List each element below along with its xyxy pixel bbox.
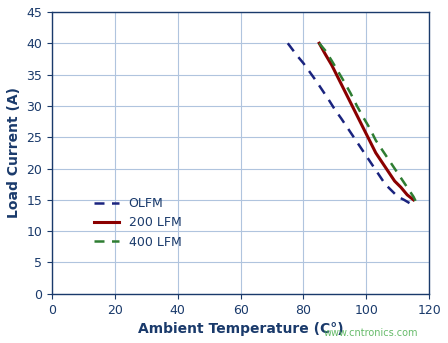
- 400 LFM: [414, 201, 419, 205]
- 400 LFM: [348, 91, 353, 95]
- OLFM: [411, 204, 416, 208]
- 400 LFM: [336, 69, 341, 73]
- 200 LFM: [348, 101, 353, 105]
- 400 LFM: [367, 126, 372, 130]
- 400 LFM: [323, 49, 328, 53]
- OLFM: [408, 202, 413, 206]
- 200 LFM: [411, 198, 416, 202]
- OLFM: [370, 163, 375, 167]
- 400 LFM: [386, 157, 391, 161]
- X-axis label: Ambient Temperature (C°): Ambient Temperature (C°): [138, 322, 344, 336]
- OLFM: [389, 188, 394, 192]
- 400 LFM: [379, 148, 385, 152]
- 400 LFM: [373, 138, 379, 142]
- 400 LFM: [354, 104, 360, 108]
- Line: 200 LFM: 200 LFM: [319, 43, 414, 200]
- OLFM: [351, 135, 357, 139]
- OLFM: [320, 88, 325, 92]
- 400 LFM: [392, 166, 397, 170]
- OLFM: [301, 61, 306, 66]
- 200 LFM: [329, 63, 335, 67]
- OLFM: [395, 194, 401, 199]
- 200 LFM: [379, 160, 385, 164]
- Text: www.cntronics.com: www.cntronics.com: [323, 328, 418, 338]
- 400 LFM: [329, 59, 335, 63]
- 200 LFM: [398, 185, 404, 189]
- 400 LFM: [316, 41, 322, 45]
- 200 LFM: [392, 179, 397, 183]
- Y-axis label: Load Current (A): Load Current (A): [7, 87, 21, 218]
- OLFM: [339, 116, 344, 120]
- 200 LFM: [386, 169, 391, 174]
- 200 LFM: [342, 88, 347, 92]
- OLFM: [401, 198, 407, 202]
- Line: 400 LFM: 400 LFM: [319, 43, 417, 203]
- 200 LFM: [336, 76, 341, 80]
- 400 LFM: [405, 185, 410, 189]
- OLFM: [326, 97, 332, 102]
- OLFM: [383, 182, 388, 186]
- OLFM: [307, 70, 312, 74]
- Legend: OLFM, 200 LFM, 400 LFM: OLFM, 200 LFM, 400 LFM: [89, 192, 186, 254]
- 200 LFM: [361, 126, 366, 130]
- 200 LFM: [316, 41, 322, 45]
- 200 LFM: [354, 113, 360, 117]
- OLFM: [332, 108, 338, 112]
- OLFM: [285, 41, 290, 45]
- 200 LFM: [323, 52, 328, 57]
- OLFM: [364, 154, 369, 158]
- 400 LFM: [411, 194, 416, 199]
- OLFM: [313, 79, 319, 83]
- 200 LFM: [405, 193, 410, 197]
- 400 LFM: [361, 115, 366, 119]
- Line: OLFM: OLFM: [288, 43, 414, 206]
- OLFM: [358, 144, 363, 149]
- OLFM: [376, 173, 382, 177]
- OLFM: [294, 54, 300, 58]
- OLFM: [345, 126, 350, 130]
- 200 LFM: [373, 151, 379, 155]
- 200 LFM: [367, 138, 372, 142]
- 400 LFM: [342, 80, 347, 84]
- 400 LFM: [398, 176, 404, 180]
